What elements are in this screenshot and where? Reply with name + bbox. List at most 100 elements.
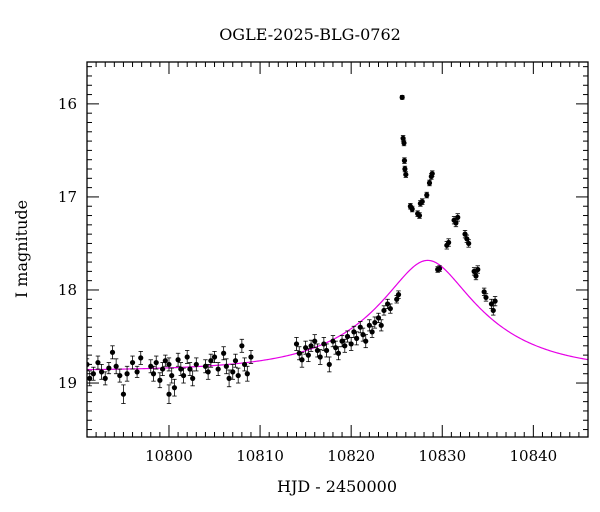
point-marker: [354, 335, 360, 341]
point-marker: [193, 361, 199, 368]
point-marker: [166, 361, 172, 368]
point-marker: [299, 357, 305, 363]
point-marker: [403, 171, 409, 178]
point-marker: [226, 375, 232, 381]
data-point: [481, 287, 487, 296]
point-marker: [369, 329, 375, 335]
point-marker: [162, 358, 168, 364]
point-marker: [134, 369, 140, 375]
data-point: [190, 370, 196, 387]
axis-ticks: [86, 62, 589, 437]
point-marker: [129, 359, 136, 366]
data-point: [244, 365, 250, 382]
data-point: [221, 346, 227, 361]
x-tick-label: 10820: [327, 447, 375, 465]
data-point: [351, 325, 357, 338]
point-marker: [321, 341, 327, 347]
data-point: [360, 327, 366, 342]
point-marker: [230, 369, 236, 375]
point-marker: [148, 363, 154, 369]
point-marker: [401, 158, 408, 164]
point-marker: [317, 354, 323, 360]
y-tick-labels: 16 17 18 19: [58, 95, 77, 392]
point-marker: [211, 354, 218, 360]
point-marker: [150, 371, 157, 377]
point-marker: [426, 180, 433, 186]
point-marker: [235, 372, 241, 379]
point-marker: [475, 266, 481, 273]
data-point: [166, 357, 172, 372]
data-point: [205, 364, 211, 380]
x-tick-label: 10830: [418, 447, 466, 465]
point-marker: [360, 332, 366, 338]
x-tick-labels: 10800 10810 10820 10830 10840: [145, 447, 557, 465]
point-marker: [330, 338, 336, 344]
data-point: [446, 238, 452, 247]
data-points-layer: [87, 94, 498, 404]
x-tick-label: 10810: [236, 447, 284, 465]
point-marker: [492, 298, 498, 304]
plot-area: 10800 10810 10820 10830 10840 16 17 18 19: [58, 61, 589, 465]
point-marker: [178, 366, 184, 372]
point-marker: [312, 338, 318, 344]
data-point: [378, 319, 384, 332]
point-marker: [416, 212, 423, 219]
y-tick-label: 19: [58, 374, 77, 392]
data-point: [409, 205, 415, 213]
data-point: [375, 312, 382, 323]
point-marker: [239, 343, 245, 349]
point-marker: [117, 372, 123, 379]
data-point: [395, 290, 402, 299]
point-marker: [221, 350, 227, 356]
data-point: [293, 337, 300, 351]
data-point: [419, 198, 425, 205]
data-point: [102, 371, 108, 386]
x-axis-title: HJD - 2450000: [277, 477, 397, 496]
point-marker: [205, 369, 211, 375]
data-point: [193, 357, 199, 372]
data-point: [305, 348, 311, 363]
data-point: [187, 362, 193, 376]
data-point: [150, 365, 157, 382]
data-point: [387, 303, 393, 314]
point-marker: [436, 265, 443, 272]
data-point: [230, 364, 236, 380]
data-point: [239, 338, 245, 353]
point-marker: [305, 352, 311, 358]
data-point: [160, 362, 166, 376]
data-point: [120, 384, 127, 404]
point-marker: [95, 359, 101, 366]
point-marker: [171, 385, 178, 391]
data-point: [241, 357, 248, 372]
y-tick-label: 17: [58, 188, 77, 206]
point-marker: [223, 363, 229, 369]
data-point: [401, 139, 407, 147]
point-marker: [187, 366, 193, 372]
point-marker: [153, 359, 159, 366]
data-point: [323, 343, 330, 358]
point-marker: [399, 94, 405, 100]
data-point: [312, 334, 318, 349]
point-marker: [248, 354, 254, 360]
data-point: [321, 337, 327, 351]
data-point: [490, 305, 496, 316]
data-point: [466, 239, 472, 248]
data-point: [184, 350, 190, 364]
chart-title: OGLE-2025-BLG-0762: [219, 25, 401, 44]
data-point: [248, 350, 254, 364]
point-marker: [339, 338, 345, 344]
data-point: [106, 362, 112, 375]
point-marker: [402, 166, 408, 172]
data-point: [166, 384, 172, 404]
point-marker: [481, 289, 487, 295]
y-tick-label: 18: [58, 281, 77, 299]
data-point: [399, 94, 405, 100]
point-marker: [215, 366, 221, 372]
point-marker: [113, 363, 119, 369]
data-point: [223, 358, 229, 375]
point-marker: [106, 365, 112, 371]
point-marker: [333, 345, 339, 351]
data-point: [354, 331, 360, 346]
point-marker: [490, 307, 496, 314]
data-point: [162, 354, 168, 367]
